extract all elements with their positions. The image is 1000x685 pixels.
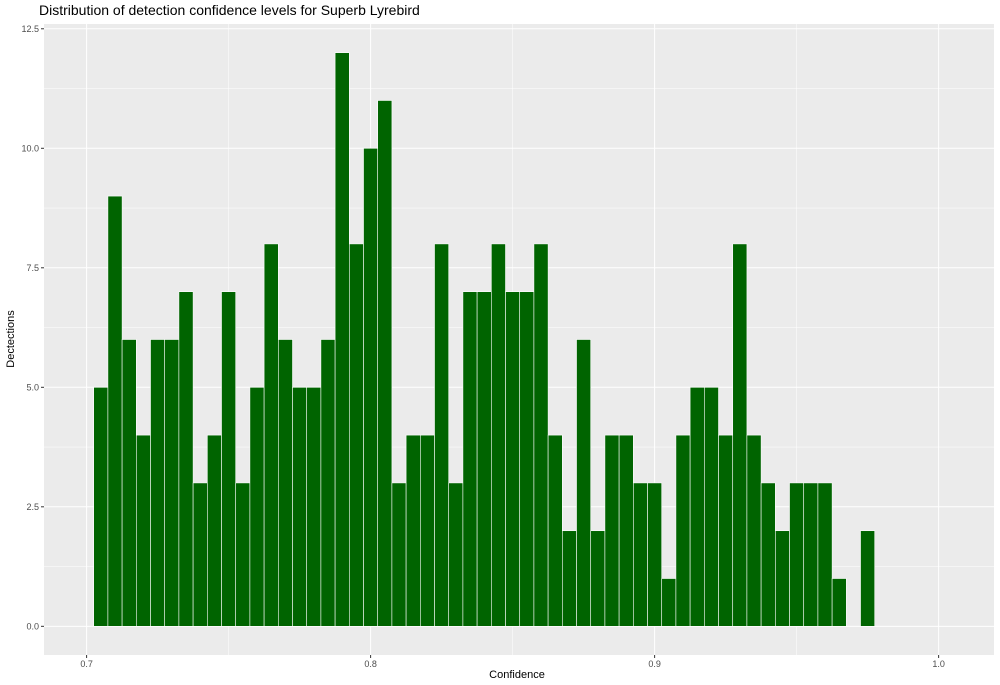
histogram-bar [136, 434, 151, 627]
y-tick-label: 12.5 [21, 24, 39, 34]
x-tick-label: 0.8 [364, 659, 377, 669]
histogram-bar [618, 434, 634, 627]
histogram-bar [334, 52, 350, 627]
histogram-bar [306, 387, 322, 627]
y-tick-label: 7.5 [26, 263, 39, 273]
histogram-bar [349, 243, 364, 627]
histogram-bar [221, 291, 237, 627]
y-axis-title: Dectections [5, 310, 17, 368]
histogram-bar [746, 434, 762, 627]
histogram-bar [576, 339, 592, 627]
histogram-bar [164, 339, 180, 627]
histogram-bar [760, 482, 776, 627]
histogram-bar [647, 482, 663, 627]
x-tick-label: 1.0 [932, 659, 945, 669]
histogram-bar [363, 147, 379, 627]
histogram-bar [519, 291, 535, 627]
histogram-bar [505, 291, 521, 627]
histogram-bar [192, 482, 208, 627]
histogram-bar [405, 434, 421, 627]
histogram-bar [121, 339, 137, 627]
histogram-bar [292, 387, 308, 627]
histogram-bar [434, 243, 450, 627]
histogram-bar [775, 530, 790, 627]
x-tick-label: 0.9 [648, 659, 661, 669]
histogram-bar [590, 530, 606, 627]
histogram-bar [860, 530, 876, 627]
histogram-bar [207, 434, 222, 627]
histogram-bar [249, 387, 265, 627]
histogram-bar [604, 434, 620, 627]
x-axis-title: Confidence [489, 669, 545, 681]
histogram-bar [675, 434, 691, 627]
histogram-bar [732, 243, 748, 627]
x-tick-label: 0.7 [80, 659, 93, 669]
histogram-bar [263, 243, 279, 627]
histogram-bar [718, 434, 734, 627]
histogram-bar [448, 482, 464, 627]
y-axis-ticks: 0.0 2.5 5.0 7.5 10.0 12.5 [21, 24, 44, 631]
y-tick-label: 5.0 [26, 382, 39, 392]
histogram-bar [789, 482, 805, 627]
x-axis-ticks: 0.7 0.8 0.9 1.0 [80, 655, 945, 669]
histogram-bar [562, 530, 577, 627]
y-tick-label: 0.0 [26, 621, 39, 631]
histogram-bar [235, 482, 251, 627]
histogram-bar [391, 482, 407, 627]
histogram-bar [462, 291, 478, 627]
y-tick-label: 10.0 [21, 143, 39, 153]
chart-title: Distribution of detection confidence lev… [39, 2, 420, 18]
bars [93, 52, 876, 627]
histogram-bar [377, 100, 393, 627]
histogram-bar [661, 578, 677, 627]
histogram-bar [817, 482, 833, 627]
y-tick-label: 2.5 [26, 502, 39, 512]
histogram-bar [150, 339, 166, 627]
histogram-bar [831, 578, 847, 627]
histogram-bar [633, 482, 648, 627]
histogram-bar [533, 243, 549, 627]
histogram-bar [107, 195, 123, 627]
histogram-bar [689, 387, 705, 627]
histogram-bar [704, 387, 719, 627]
histogram-bar [93, 387, 109, 627]
histogram-bar [278, 339, 293, 627]
histogram-bar [420, 434, 435, 627]
histogram-bar [547, 434, 563, 627]
histogram-bar [491, 243, 506, 627]
histogram-bar [320, 339, 336, 627]
histogram-bar [476, 291, 492, 627]
histogram-bar [178, 291, 194, 627]
histogram-bar [803, 482, 819, 627]
